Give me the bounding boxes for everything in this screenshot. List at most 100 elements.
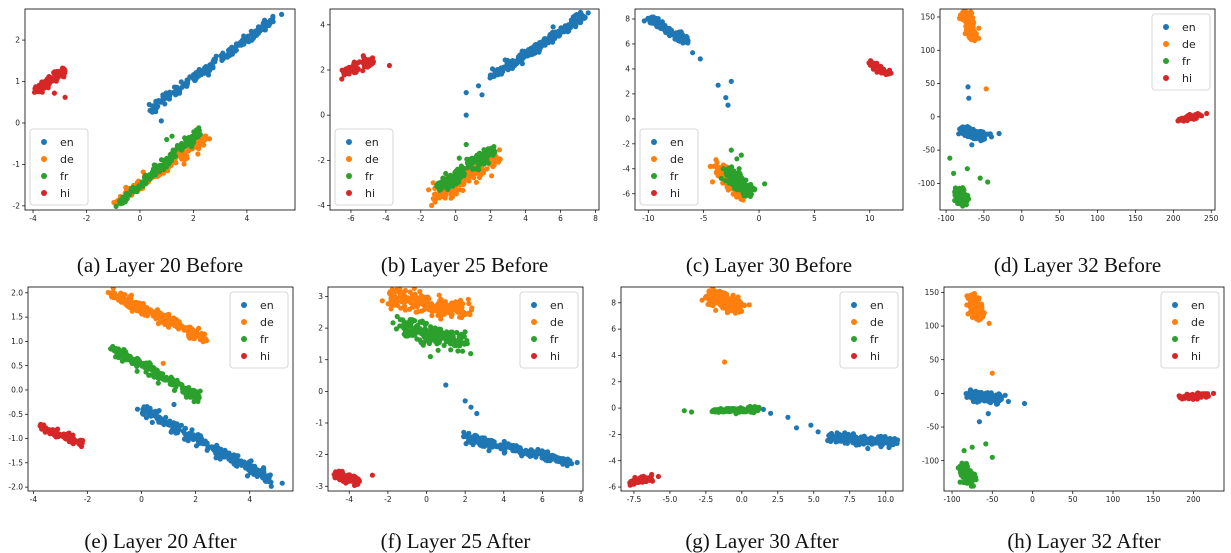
legend-label-fr: fr [550,333,559,346]
x-tick-label: 4 [244,214,249,223]
series-fr [947,155,991,209]
point-hi [342,473,349,479]
x-tick-label: 6 [540,495,545,504]
point-de [425,297,431,303]
point-de [473,179,479,185]
point-fr [443,339,449,345]
point-en [189,427,195,433]
point-fr [688,409,695,415]
scatter-points [947,9,1210,209]
point-de [438,296,444,303]
x-tick-label: 150 [1128,214,1143,223]
point-de [983,86,989,92]
point-en [577,9,584,15]
point-fr [155,380,161,386]
point-en [965,84,971,90]
point-fr [431,328,438,334]
subplot-caption: (g) Layer 30 After [685,529,838,553]
x-tick-label: 50 [1055,214,1065,223]
point-en [468,439,474,445]
point-de [971,37,977,43]
subplot-5: -4 -2 0 2 4-2.0-1.5-1.0-0.50.00.51.01.52.0en… [8,286,294,553]
point-en [558,25,564,31]
point-fr [461,166,467,172]
legend-label-en: en [60,136,74,149]
x-tick-label: 7.5 [844,495,856,504]
point-de [732,310,739,316]
point-hi [649,471,655,478]
point-de [976,295,982,301]
point-de [191,335,198,342]
point-de [960,15,967,21]
point-hi [655,473,662,480]
point-de [175,322,181,328]
point-en [491,441,497,447]
y-tick-label: 3 [318,292,323,301]
point-fr [453,343,459,349]
point-de [126,303,133,309]
point-fr [727,165,733,171]
point-fr [739,179,745,185]
legend-marker-en [241,302,247,308]
y-tick-label: 1 [15,77,20,86]
point-en [202,68,208,74]
series-fr [434,141,498,193]
point-fr [157,372,163,378]
series-hi [31,65,68,100]
point-fr [957,479,963,485]
point-en [463,112,469,118]
point-hi [353,474,359,480]
point-en [666,25,673,32]
x-tick-label: 5.0 [808,495,820,504]
point-fr [418,326,424,332]
point-de [480,170,487,176]
point-en [533,450,539,456]
point-en [562,460,568,467]
point-en [206,444,212,450]
x-tick-label: 4 [523,214,528,223]
point-hi [42,424,48,430]
point-en [815,429,821,435]
point-en [240,36,246,42]
legend-marker-fr [346,173,352,179]
point-hi [339,76,345,82]
point-en [855,436,861,442]
point-fr [427,354,433,360]
point-fr [113,203,119,209]
point-hi [874,65,880,72]
point-de [160,360,166,366]
point-fr [964,166,970,172]
point-en [565,29,571,35]
point-de [710,287,716,290]
point-en [485,438,491,444]
point-en [697,56,703,62]
point-en [1021,400,1028,407]
point-en [203,64,209,70]
x-tick-label: 200 [1166,214,1181,223]
point-fr [143,360,149,366]
point-de [705,301,711,307]
point-de [407,289,413,295]
point-de [419,300,425,306]
legend-marker-fr [1163,58,1169,64]
point-en [678,37,684,43]
point-fr [466,160,472,166]
legend-box [839,291,899,369]
point-de [110,287,116,291]
point-en [808,422,814,428]
point-fr [459,334,465,340]
axes-frame [939,8,1216,211]
y-tick-label: 0 [15,119,20,128]
scatter-points [627,287,901,488]
point-de [111,199,117,206]
legend-label-en: en [1182,21,1196,34]
point-de [128,292,134,298]
point-de [706,289,713,295]
point-de [975,307,981,313]
point-fr [740,190,746,196]
series-hi [1176,390,1217,402]
legend-box [334,128,394,206]
